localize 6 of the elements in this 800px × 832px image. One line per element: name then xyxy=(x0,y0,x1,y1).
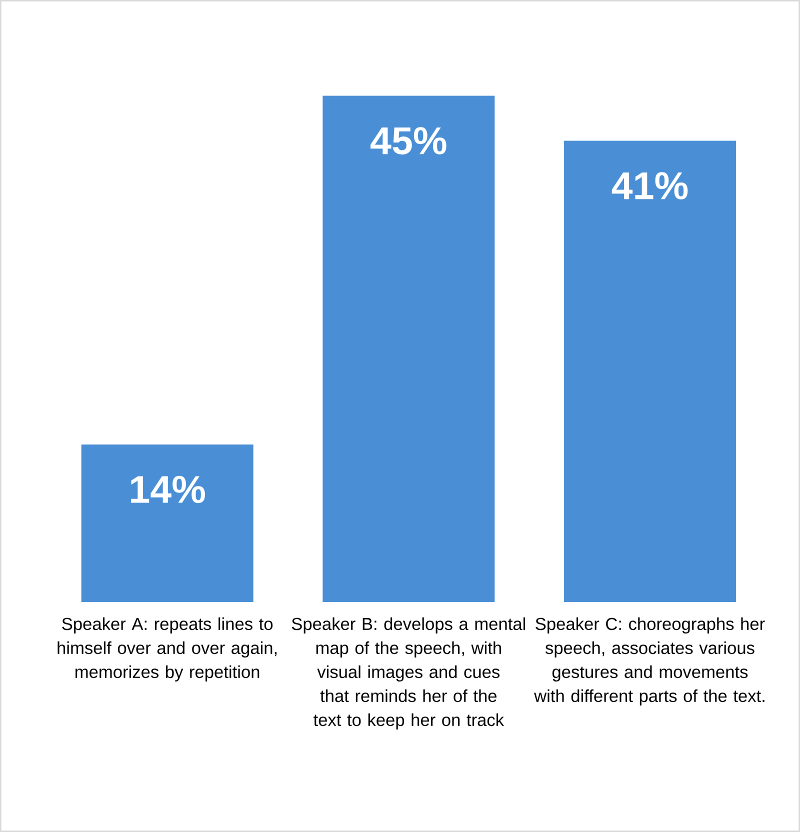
data-label: 41% xyxy=(612,172,688,200)
data-label: 45% xyxy=(370,127,446,154)
x-tick-label: Speaker A: repeats lines to himself over and over again, memorizes by repetition xyxy=(58,617,277,682)
x-tick-label: Speaker B: develops a mental map of the speech, with visual images and cues that reminds her of the text to keep her on track xyxy=(292,617,526,730)
data-label: 14% xyxy=(131,476,205,504)
x-tick-label: Speaker C: choreographs her speech, associates various gestures and movements with different parts of the text. xyxy=(534,617,765,706)
